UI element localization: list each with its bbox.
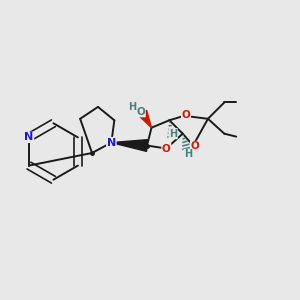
- Polygon shape: [138, 110, 152, 128]
- Text: O: O: [190, 141, 199, 152]
- Text: H: H: [184, 149, 192, 160]
- Polygon shape: [111, 140, 148, 152]
- Text: H: H: [169, 129, 177, 139]
- Text: O: O: [162, 143, 171, 154]
- Text: N: N: [107, 138, 116, 148]
- Text: H: H: [128, 102, 136, 112]
- Text: O: O: [136, 107, 145, 117]
- Text: N: N: [24, 132, 34, 142]
- Text: O: O: [182, 110, 190, 120]
